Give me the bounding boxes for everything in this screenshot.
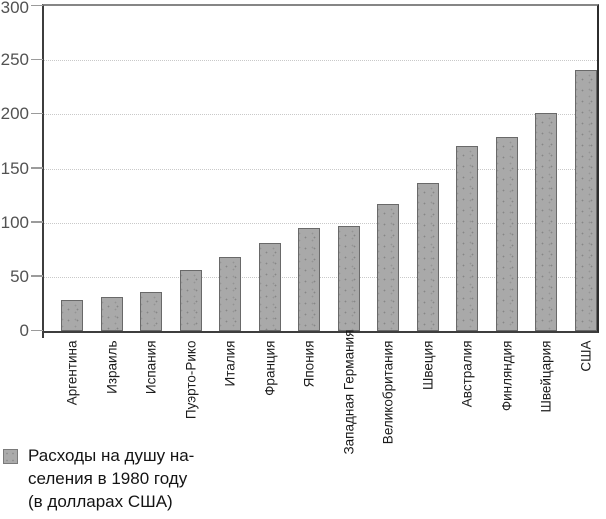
- legend-swatch-icon: [3, 449, 18, 464]
- x-tick-label-12: Швейцария: [538, 340, 554, 413]
- y-tick-0: [31, 329, 43, 331]
- gridline-100: [44, 222, 597, 224]
- y-tick-300: [31, 4, 43, 6]
- bar-13: [574, 69, 597, 331]
- y-tick-label-150: 150: [0, 158, 29, 178]
- x-tick-label-10: Австралия: [459, 340, 475, 408]
- x-tick-label-0: Аргентина: [64, 340, 80, 406]
- x-tick-label-13: США: [578, 340, 593, 372]
- bar-3: [179, 270, 202, 331]
- gridline-200: [44, 114, 597, 116]
- y-tick-label-200: 200: [0, 104, 29, 124]
- x-tick-label-5: Франция: [262, 340, 277, 396]
- x-tick-label-8: Великобритания: [380, 340, 396, 445]
- x-tick-label-9: Швеция: [420, 340, 435, 391]
- legend-line-3: (в долларах США): [28, 492, 173, 512]
- y-tick-100: [31, 221, 43, 223]
- plot-inner: [44, 6, 597, 331]
- bar-0: [61, 299, 83, 331]
- bar-6: [298, 228, 320, 331]
- y-tick-label-250: 250: [0, 50, 29, 70]
- y-axis-overhang: [42, 333, 44, 338]
- x-tick-label-11: Финляндия: [499, 340, 514, 412]
- x-tick-label-1: Израиль: [104, 340, 119, 394]
- plot-area: [42, 4, 599, 333]
- y-tick-150: [31, 167, 43, 169]
- bar-5: [258, 243, 281, 331]
- x-tick-label-2: Испания: [143, 340, 159, 395]
- y-tick-label-100: 100: [0, 212, 29, 232]
- x-tick-label-4: Италия: [222, 340, 238, 387]
- x-tick-label-7: Западная Германия: [341, 329, 356, 455]
- y-tick-200: [31, 112, 43, 115]
- bar-7: [337, 225, 360, 331]
- gridline-50: [44, 276, 597, 278]
- gridline-150: [44, 168, 597, 170]
- bar-10: [456, 145, 478, 331]
- x-tick-label-3: Пуэрто-Рико: [183, 340, 198, 420]
- bar-9: [416, 182, 439, 331]
- y-tick-50: [31, 275, 43, 277]
- x-tick-label-6: Япония: [301, 340, 317, 388]
- bar-12: [535, 113, 557, 331]
- legend-line-1: Расходы на душу на-: [28, 446, 195, 465]
- y-tick-label-300: 300: [0, 0, 29, 17]
- y-tick-label-50: 50: [10, 266, 29, 286]
- bar-8: [377, 204, 399, 331]
- gridline-250: [44, 60, 597, 62]
- bar-1: [100, 297, 123, 331]
- legend-line-2: селения в 1980 году: [28, 469, 188, 489]
- bar-2: [140, 292, 162, 331]
- legend: Расходы на душу на- селения в 1980 году …: [3, 444, 194, 514]
- bar-11: [495, 137, 518, 331]
- bar-4: [219, 257, 241, 331]
- y-tick-label-0: 0: [19, 321, 29, 340]
- legend-label: Расходы на душу на- селения в 1980 году …: [28, 444, 194, 514]
- y-tick-250: [31, 58, 43, 61]
